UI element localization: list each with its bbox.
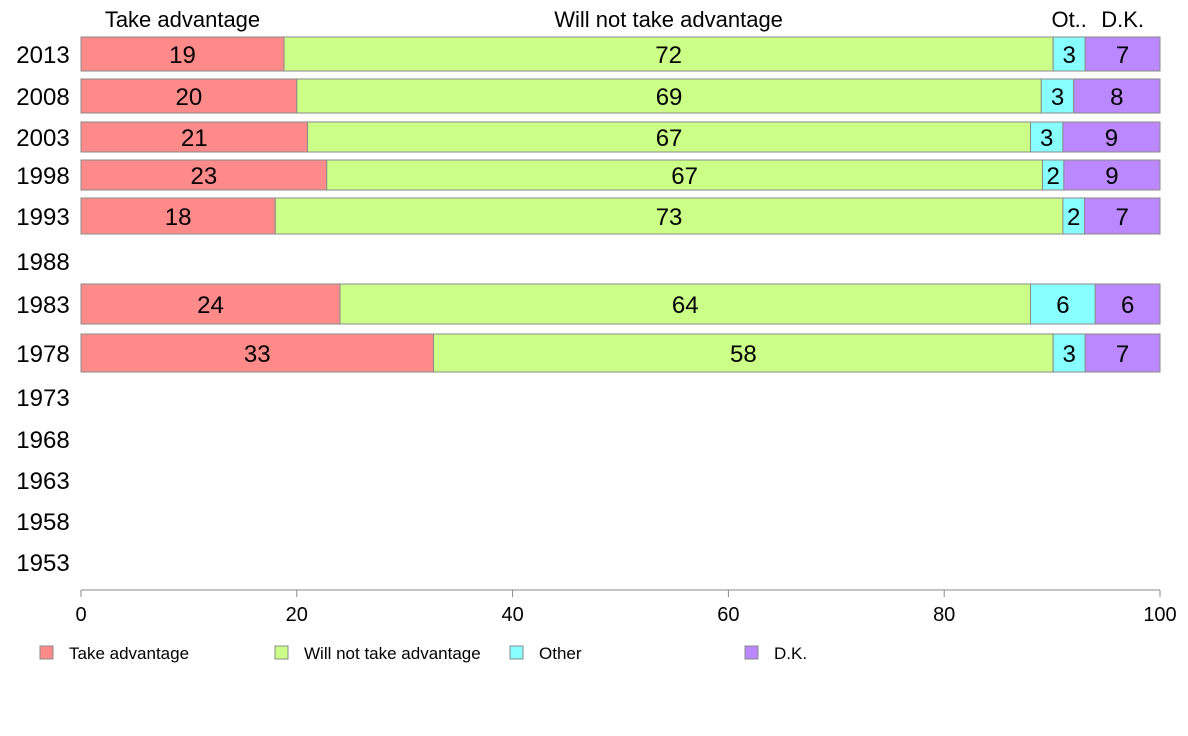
bar-segment-2003-1 (80, 121, 309, 153)
bar-value-label: 8 (1110, 84, 1123, 111)
legend-swatch-4 (744, 645, 759, 660)
bar-segment-1978-2 (433, 333, 1054, 373)
year-label-2008: 2008 (16, 84, 69, 111)
bar-segment-1998-2 (326, 159, 1043, 191)
bar-segment-1983-4 (1094, 283, 1161, 325)
column-header-4: D.K. (1101, 7, 1144, 32)
bar-segment-2008-1 (80, 78, 298, 114)
bar-segment-1998-4 (1063, 159, 1161, 191)
bar-segment-1978-4 (1084, 333, 1161, 373)
legend-swatch-1 (39, 645, 54, 660)
bar-value-label: 7 (1116, 341, 1129, 368)
legend-label-1: Take advantage (69, 644, 189, 663)
year-label-2013: 2013 (16, 42, 69, 69)
year-label-1983: 1983 (16, 292, 69, 319)
bar-value-label: 23 (191, 163, 218, 190)
bar-segment-1993-2 (274, 197, 1064, 235)
year-label-1978: 1978 (16, 341, 69, 368)
legend-label-2: Will not take advantage (304, 644, 481, 663)
bar-value-label: 67 (656, 125, 683, 152)
bar-segment-2008-3 (1040, 78, 1075, 114)
x-tick-label: 100 (1143, 604, 1176, 626)
bar-segment-2008-2 (296, 78, 1042, 114)
bar-value-label: 33 (244, 341, 271, 368)
bar-value-label: 24 (197, 292, 224, 319)
bar-value-label: 21 (181, 125, 208, 152)
legend-swatch-3 (509, 645, 524, 660)
bar-value-label: 7 (1116, 42, 1129, 69)
legend-label-4: D.K. (774, 644, 807, 663)
bar-value-label: 3 (1063, 42, 1076, 69)
x-tick-label: 20 (286, 604, 308, 626)
bar-value-label: 6 (1056, 292, 1069, 319)
x-tick-label: 0 (75, 604, 86, 626)
year-label-1968: 1968 (16, 427, 69, 454)
x-axis: 0 20 40 60 80 100 (75, 589, 1177, 626)
year-label-1993: 1993 (16, 204, 69, 231)
bar-segment-1983-3 (1030, 283, 1096, 325)
x-tick-label: 60 (717, 604, 739, 626)
bar-value-label: 73 (656, 204, 683, 231)
year-labels: 2013 2008 2003 1998 1993 1988 1983 1978 1973 1968… (16, 42, 69, 577)
year-label-2003: 2003 (16, 125, 69, 152)
bar-segment-2003-2 (307, 121, 1032, 153)
legend: Take advantage Will not take advantage Oth… (39, 644, 807, 663)
bars-area: 19 72 3 720 69 3 821 67 3 923 67 2 918 73 2 724 64 6 633 58… (80, 36, 1161, 373)
bar-value-label: 64 (672, 292, 699, 319)
bar-segment-2013-3 (1052, 36, 1086, 72)
bar-segment-2003-4 (1062, 121, 1161, 153)
year-label-1973: 1973 (16, 385, 69, 412)
column-header-2: Will not take advantage (554, 7, 783, 32)
bar-segment-1993-4 (1083, 197, 1161, 235)
legend-label-3: Other (539, 644, 582, 663)
bar-value-label: 58 (730, 341, 757, 368)
year-label-1958: 1958 (16, 509, 69, 536)
year-label-1953: 1953 (16, 550, 69, 577)
bar-segment-1978-1 (80, 333, 435, 373)
bar-segment-1998-1 (80, 159, 328, 191)
bar-value-label: 7 (1116, 204, 1129, 231)
bar-segment-2013-4 (1084, 36, 1161, 72)
bar-value-label: 19 (169, 42, 196, 69)
x-tick-label: 40 (501, 604, 523, 626)
bar-value-label: 18 (165, 204, 192, 231)
bar-value-label: 2 (1067, 204, 1080, 231)
bar-value-label: 72 (655, 42, 682, 69)
bar-value-label: 69 (656, 84, 683, 111)
column-header-1: Take advantage (105, 7, 260, 32)
year-label-1998: 1998 (16, 163, 69, 190)
bar-value-label: 3 (1051, 84, 1064, 111)
bar-value-label: 2 (1046, 163, 1059, 190)
bar-value-label: 3 (1063, 341, 1076, 368)
bar-value-label: 3 (1040, 125, 1053, 152)
bar-value-label: 6 (1121, 292, 1134, 319)
bar-value-label: 9 (1105, 163, 1118, 190)
bar-segment-1993-1 (80, 197, 276, 235)
bar-segment-2013-1 (80, 36, 285, 72)
year-label-1963: 1963 (16, 468, 69, 495)
column-header-3: Ot.. (1051, 7, 1086, 32)
legend-swatch-2 (274, 645, 289, 660)
bar-segment-2008-4 (1073, 78, 1161, 114)
column-headers: Take advantage Will not take advantage Ot.… (105, 7, 1144, 32)
bar-segment-2013-2 (283, 36, 1054, 72)
year-label-1988: 1988 (16, 249, 69, 276)
x-tick-label: 80 (933, 604, 955, 626)
bar-value-label: 9 (1105, 125, 1118, 152)
bar-value-label: 67 (671, 163, 698, 190)
bar-value-label: 20 (176, 84, 203, 111)
